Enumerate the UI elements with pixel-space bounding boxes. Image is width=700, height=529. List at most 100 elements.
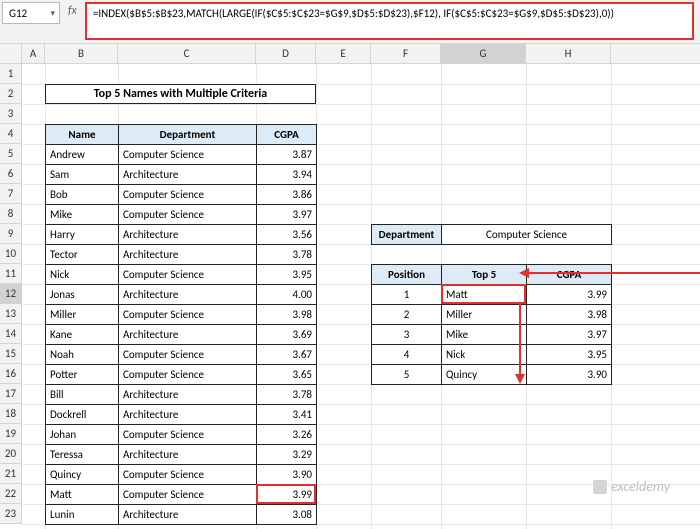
table-cell[interactable]: 3.97 xyxy=(257,205,317,225)
select-all-corner[interactable] xyxy=(0,44,22,64)
table-cell[interactable]: 5 xyxy=(372,365,442,385)
table-cell[interactable]: Architecture xyxy=(119,285,257,305)
table-cell[interactable]: 3.78 xyxy=(257,385,317,405)
table-cell[interactable]: Kane xyxy=(46,325,119,345)
row-header-15[interactable]: 15 xyxy=(0,344,22,364)
table-cell[interactable]: Mike xyxy=(442,325,527,345)
row-header-11[interactable]: 11 xyxy=(0,264,22,284)
row-header-18[interactable]: 18 xyxy=(0,404,22,424)
col-header-G[interactable]: G xyxy=(441,44,526,64)
col-header-F[interactable]: F xyxy=(371,44,441,64)
col-header-D[interactable]: D xyxy=(256,44,316,64)
table-cell[interactable]: Mike xyxy=(46,205,119,225)
table-cell[interactable]: 3.98 xyxy=(257,305,317,325)
row-header-21[interactable]: 21 xyxy=(0,464,22,484)
table-cell[interactable]: Computer Science xyxy=(119,485,257,505)
table-cell[interactable]: 3.86 xyxy=(257,185,317,205)
table-cell[interactable]: Nick xyxy=(442,345,527,365)
col-header-C[interactable]: C xyxy=(118,44,256,64)
table-cell[interactable]: Bill xyxy=(46,385,119,405)
table-cell[interactable]: 3 xyxy=(372,325,442,345)
table-cell[interactable]: 3.95 xyxy=(257,265,317,285)
row-header-16[interactable]: 16 xyxy=(0,364,22,384)
table-cell[interactable]: 3.08 xyxy=(257,505,317,525)
row-header-7[interactable]: 7 xyxy=(0,184,22,204)
table-cell[interactable]: 3.69 xyxy=(257,325,317,345)
row-header-20[interactable]: 20 xyxy=(0,444,22,464)
table-cell[interactable]: Computer Science xyxy=(119,265,257,285)
table-cell[interactable]: Andrew xyxy=(46,145,119,165)
table-cell[interactable]: Architecture xyxy=(119,165,257,185)
table-cell[interactable]: Computer Science xyxy=(119,345,257,365)
table-cell[interactable]: Nick xyxy=(46,265,119,285)
table-cell[interactable]: Computer Science xyxy=(119,305,257,325)
row-header-13[interactable]: 13 xyxy=(0,304,22,324)
row-header-2[interactable]: 2 xyxy=(0,84,22,104)
table-cell[interactable]: Computer Science xyxy=(119,365,257,385)
table-cell[interactable]: Bob xyxy=(46,185,119,205)
table-cell[interactable]: Architecture xyxy=(119,385,257,405)
col-header-E[interactable]: E xyxy=(316,44,371,64)
table-cell[interactable]: Noah xyxy=(46,345,119,365)
table-cell[interactable]: Quincy xyxy=(46,465,119,485)
table-cell[interactable]: Architecture xyxy=(119,225,257,245)
row-header-9[interactable]: 9 xyxy=(0,224,22,244)
table-cell[interactable]: 4 xyxy=(372,345,442,365)
table-cell[interactable]: Matt xyxy=(46,485,119,505)
row-header-12[interactable]: 12 xyxy=(0,284,22,304)
table-cell[interactable]: 3.41 xyxy=(257,405,317,425)
row-header-17[interactable]: 17 xyxy=(0,384,22,404)
table-cell[interactable]: 3.94 xyxy=(257,165,317,185)
table-cell[interactable]: Architecture xyxy=(119,405,257,425)
row-header-19[interactable]: 19 xyxy=(0,424,22,444)
table-cell[interactable]: Computer Science xyxy=(119,465,257,485)
cells-area[interactable]: Top 5 Names with Multiple Criteria NameD… xyxy=(22,64,700,529)
row-header-22[interactable]: 22 xyxy=(0,484,22,504)
table-cell[interactable]: 3.90 xyxy=(527,365,612,385)
table-cell[interactable]: Architecture xyxy=(119,445,257,465)
table-cell[interactable]: 3.78 xyxy=(257,245,317,265)
table-cell[interactable]: Architecture xyxy=(119,245,257,265)
table-cell[interactable]: 3.99 xyxy=(257,485,317,505)
table-cell[interactable]: 3.65 xyxy=(257,365,317,385)
table-cell[interactable]: 3.90 xyxy=(257,465,317,485)
table-cell[interactable]: 3.97 xyxy=(527,325,612,345)
table-cell[interactable]: Computer Science xyxy=(119,205,257,225)
table-cell[interactable]: Johan xyxy=(46,425,119,445)
table-cell[interactable]: 3.56 xyxy=(257,225,317,245)
row-header-5[interactable]: 5 xyxy=(0,144,22,164)
table-cell[interactable]: Computer Science xyxy=(119,145,257,165)
col-header-A[interactable]: A xyxy=(22,44,45,64)
row-header-6[interactable]: 6 xyxy=(0,164,22,184)
row-header-8[interactable]: 8 xyxy=(0,204,22,224)
table-cell[interactable]: Quincy xyxy=(442,365,527,385)
table-cell[interactable]: Tector xyxy=(46,245,119,265)
table-cell[interactable]: 3.29 xyxy=(257,445,317,465)
row-header-14[interactable]: 14 xyxy=(0,324,22,344)
table-cell[interactable]: Matt xyxy=(442,285,527,305)
table-cell[interactable]: Lunin xyxy=(46,505,119,525)
table-cell[interactable]: Harry xyxy=(46,225,119,245)
table-cell[interactable]: 2 xyxy=(372,305,442,325)
table-cell[interactable]: 3.99 xyxy=(527,285,612,305)
table-cell[interactable]: 3.98 xyxy=(527,305,612,325)
row-header-23[interactable]: 23 xyxy=(0,504,22,524)
row-header-4[interactable]: 4 xyxy=(0,124,22,144)
table-cell[interactable]: 3.26 xyxy=(257,425,317,445)
table-cell[interactable]: 4.00 xyxy=(257,285,317,305)
table-cell[interactable]: Teressa xyxy=(46,445,119,465)
table-cell[interactable]: Potter xyxy=(46,365,119,385)
name-box[interactable]: G12 ▾ xyxy=(2,2,60,24)
row-header-10[interactable]: 10 xyxy=(0,244,22,264)
table-cell[interactable]: Architecture xyxy=(119,505,257,525)
col-header-B[interactable]: B xyxy=(45,44,118,64)
table-cell[interactable]: Computer Science xyxy=(119,185,257,205)
table-cell[interactable]: 3.87 xyxy=(257,145,317,165)
table-cell[interactable]: Jonas xyxy=(46,285,119,305)
formula-bar[interactable]: =INDEX($B$5:$B$23,MATCH(LARGE(IF($C$5:$C… xyxy=(85,2,694,40)
table-cell[interactable]: 3.67 xyxy=(257,345,317,365)
table-cell[interactable]: Dockrell xyxy=(46,405,119,425)
table-cell[interactable]: Computer Science xyxy=(119,425,257,445)
table-cell[interactable]: 3.95 xyxy=(527,345,612,365)
fx-icon[interactable]: fx xyxy=(68,4,77,18)
